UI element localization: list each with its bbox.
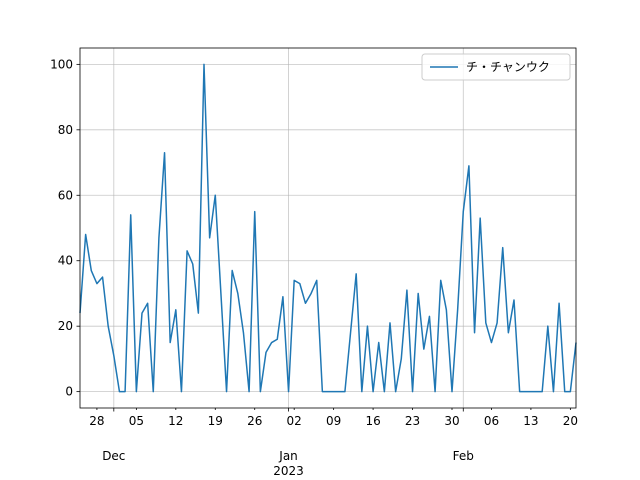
x-tick-label: 19	[208, 414, 223, 428]
x-tick-label: 26	[247, 414, 262, 428]
legend-box	[421, 53, 571, 81]
y-tick-label: 100	[50, 57, 73, 71]
x-tick-label: 16	[365, 414, 380, 428]
x-month-label: Jan	[278, 449, 298, 463]
axes-frame	[79, 47, 577, 409]
x-month-label: Feb	[453, 449, 474, 463]
x-tick-label: 06	[484, 414, 499, 428]
y-tick-label: 60	[58, 188, 73, 202]
x-tick-label: 12	[168, 414, 183, 428]
x-year-label: 2023	[273, 464, 304, 478]
series-line	[79, 63, 577, 393]
y-tick-label: 0	[65, 385, 73, 399]
legend-label: チ・チャンウク	[466, 60, 550, 74]
x-tick-label: 20	[563, 414, 578, 428]
x-tick-label: 09	[326, 414, 341, 428]
x-tick-label: 05	[129, 414, 144, 428]
y-tick-label: 40	[58, 254, 73, 268]
x-tick-label: 28	[89, 414, 104, 428]
x-tick-label: 30	[444, 414, 459, 428]
y-tick-label: 80	[58, 123, 73, 137]
x-tick-label: 13	[523, 414, 538, 428]
x-tick-label: 02	[287, 414, 302, 428]
x-month-label: Dec	[102, 449, 125, 463]
x-tick-label: 23	[405, 414, 420, 428]
y-tick-label: 20	[58, 319, 73, 333]
